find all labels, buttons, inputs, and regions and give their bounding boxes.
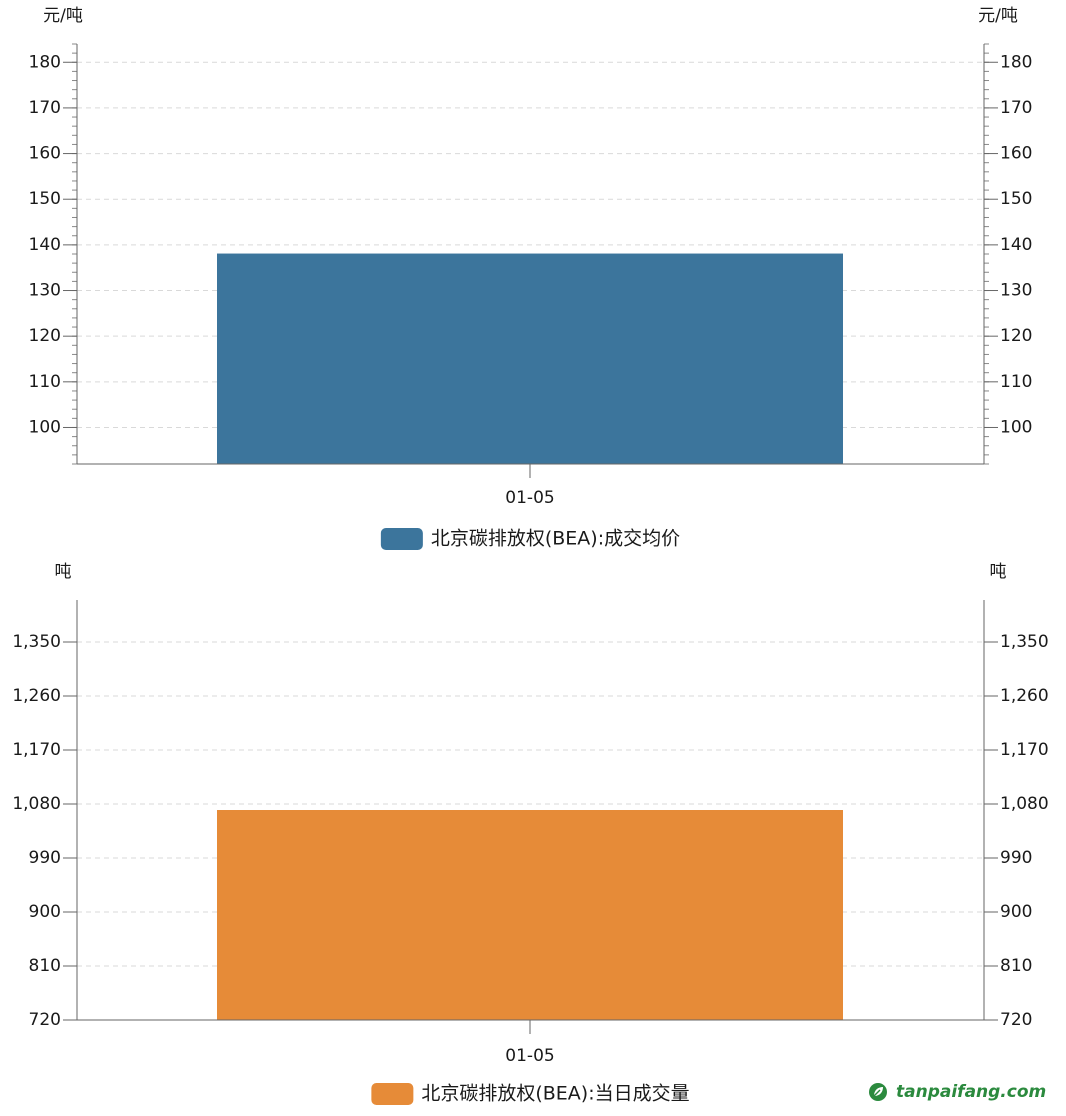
y-tick-label-left: 160 (29, 144, 61, 164)
y-tick-label-left: 720 (29, 1010, 61, 1030)
y-tick-label-left: 1,350 (12, 632, 61, 652)
legend-swatch (371, 1083, 414, 1105)
y-tick-label-right: 120 (1000, 326, 1032, 346)
y-tick-label-right: 1,260 (1000, 686, 1049, 706)
bar-01-05 (217, 253, 843, 464)
y-tick-label-right: 720 (1000, 1010, 1032, 1030)
bar-01-05 (217, 810, 843, 1020)
y-tick-label-left: 810 (29, 956, 61, 976)
y-tick-label-left: 120 (29, 326, 61, 346)
y-tick-label-left: 990 (29, 848, 61, 868)
y-tick-label-left: 180 (29, 52, 61, 72)
y-unit-left: 吨 (55, 562, 72, 582)
y-tick-label-left: 1,260 (12, 686, 61, 706)
y-unit-left: 元/吨 (43, 6, 83, 26)
y-tick-label-left: 110 (29, 372, 61, 392)
y-tick-label-right: 810 (1000, 956, 1032, 976)
y-tick-label-left: 150 (29, 189, 61, 209)
x-tick-label: 01-05 (505, 1046, 554, 1066)
watermark-text: tanpaifang.com (896, 1082, 1047, 1102)
y-unit-right: 元/吨 (978, 6, 1018, 26)
legend-label: 北京碳排放权(BEA):当日成交量 (421, 1083, 689, 1105)
x-tick-label: 01-05 (505, 488, 554, 508)
y-tick-label-right: 140 (1000, 235, 1032, 255)
chart-1: 100 100 110 110 120 120 130 130 140 140 150 150 160 1… (29, 6, 1032, 550)
y-tick-label-right: 110 (1000, 372, 1032, 392)
y-tick-label-left: 170 (29, 98, 61, 118)
y-tick-label-right: 990 (1000, 848, 1032, 868)
y-tick-label-right: 170 (1000, 98, 1032, 118)
y-tick-label-left: 140 (29, 235, 61, 255)
y-tick-label-right: 130 (1000, 281, 1032, 301)
y-tick-label-right: 1,170 (1000, 740, 1049, 760)
y-tick-label-left: 1,080 (12, 794, 61, 814)
y-tick-label-right: 900 (1000, 902, 1032, 922)
y-tick-label-left: 130 (29, 281, 61, 301)
y-tick-label-left: 900 (29, 902, 61, 922)
y-tick-label-right: 1,080 (1000, 794, 1049, 814)
y-tick-label-right: 1,350 (1000, 632, 1049, 652)
legend-swatch (380, 528, 423, 550)
y-tick-label-left: 100 (29, 417, 61, 437)
y-tick-label-left: 1,170 (12, 740, 61, 760)
y-tick-label-right: 160 (1000, 144, 1032, 164)
watermark: tanpaifang.com (868, 1080, 1046, 1104)
y-unit-right: 吨 (990, 562, 1007, 582)
y-tick-label-right: 150 (1000, 189, 1032, 209)
y-tick-label-right: 100 (1000, 417, 1032, 437)
leaf-logo-icon (869, 1083, 887, 1101)
legend-label: 北京碳排放权(BEA):成交均价 (431, 528, 680, 550)
chart-2: 720 720 810 810 900 900 990 990 1,080 1,080 1,170 1… (12, 562, 1049, 1105)
y-tick-label-right: 180 (1000, 52, 1032, 72)
